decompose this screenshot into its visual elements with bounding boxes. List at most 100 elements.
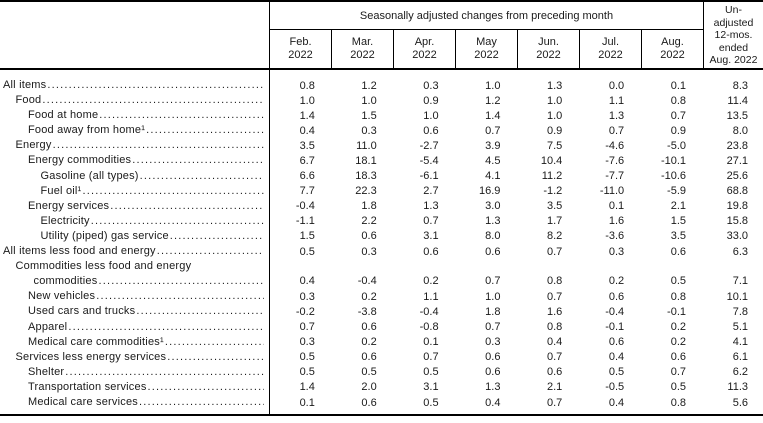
row-label-line: Fuel oil¹ [0,184,264,199]
value-cell: 0.9 [547,124,563,137]
table-row: Fuel oil¹ 7.7 22.3 2.7 16.9 -1.2 -11.0 -5.9 68.8 [0,184,763,199]
month-year: 2022 [288,49,313,61]
value-cell: 1.7 [547,215,563,228]
value-cell-12mos: 4.1 [732,336,749,349]
value-cell: -1.2 [543,185,563,198]
value-cell: 1.8 [485,305,501,318]
value-cell: 0.3 [361,124,377,137]
value-cell: -0.1 [605,321,625,334]
value-cell: 1.8 [361,200,377,213]
column-header-apr-2022: Apr. 2022 [393,30,455,68]
value-cell: 0.7 [608,124,625,137]
value-cell: 2.1 [670,200,687,213]
value-cell: -0.1 [667,305,687,318]
value-cell: 1.4 [485,109,501,122]
value-cell-12mos: 7.1 [732,275,749,288]
value-cell: 4.5 [485,155,501,168]
row-label: Utility (piped) gas service [40,229,169,242]
value-cell: 0.2 [423,275,439,288]
value-cell: 0.8 [299,79,315,92]
row-label: Medical care commodities¹ [28,335,164,348]
row-label: commodities [33,275,98,288]
value-cell: 1.0 [361,94,377,107]
value-cell: 0.7 [547,396,563,409]
column-header-unadjusted-12mos: Un- adjusted 12-mos. ended Aug. 2022 [703,2,763,68]
value-cell: 0.3 [485,336,501,349]
row-stub: Shelter [0,365,270,380]
value-cell: -0.5 [605,381,625,394]
value-cell: 0.6 [670,351,687,364]
value-cell: 0.4 [608,396,625,409]
value-cell-12mos: 8.3 [732,79,749,92]
column-header-feb-2022: Feb. 2022 [270,30,331,68]
row-label: Apparel [28,320,68,333]
table-row: Electricity -1.1 2.2 0.7 1.3 1.7 1.6 1.5 15.8 [0,214,763,229]
row-label-line: Utility (piped) gas service [0,229,264,244]
row-label-line: Medical care services [0,395,264,410]
row-label: Electricity [40,214,90,227]
row-label-line: Shelter [0,365,264,380]
row-stub: Medical care commodities¹ [0,335,270,350]
value-cell: -7.6 [605,155,625,168]
value-cell: 1.4 [299,381,315,394]
column-header-jul-2022: Jul. 2022 [579,30,641,68]
table-row: Apparel 0.7 0.6 -0.8 0.7 0.8 -0.1 0.2 5.1 [0,320,763,335]
value-cell: -5.0 [667,139,687,152]
row-label: Shelter [28,365,65,378]
row-label: Fuel oil¹ [40,184,82,197]
value-cell: 1.5 [299,230,315,243]
month-name: Jun. [538,36,559,48]
value-cell-12mos: 11.3 [727,381,749,394]
column-header-mar-2022: Mar. 2022 [331,30,393,68]
leader-dots [82,184,264,199]
value-cell: -0.8 [419,321,439,334]
column-header-aug-2022: Aug. 2022 [641,30,703,68]
value-cell: -10.6 [660,170,687,183]
value-cell: 0.6 [485,245,501,258]
value-cell: 1.0 [299,94,315,107]
month-year: 2022 [350,49,375,61]
value-cell: 0.6 [361,351,377,364]
table-row: Food away from home¹ 0.4 0.3 0.6 0.7 0.9 0.7 0.… [0,123,763,138]
value-cell: 22.3 [355,185,377,198]
value-cell: 1.6 [608,215,625,228]
value-cell: 0.4 [547,336,563,349]
value-cell: 16.9 [479,185,501,198]
row-stub: Energy commodities [0,153,270,168]
value-cell-12mos: 8.0 [732,124,749,137]
row-label-line: New vehicles [0,289,264,304]
value-cell: 1.3 [547,79,563,92]
month-year: 2022 [474,49,499,61]
value-cell: 0.8 [670,290,687,303]
value-cell: 0.7 [547,351,563,364]
value-cell: 1.3 [485,215,501,228]
value-cell: -0.2 [295,305,315,318]
leader-dots [68,320,264,335]
value-cell: -0.4 [357,275,377,288]
value-cell: 0.6 [608,290,625,303]
value-cell: -3.8 [357,305,377,318]
value-cell: 1.0 [423,109,439,122]
value-cell: 0.1 [299,396,315,409]
month-year: 2022 [660,49,685,61]
table-row: All items less food and energy 0.5 0.3 0.6 0… [0,244,763,259]
leader-dots [98,274,264,289]
row-label-line: Commodities less food and energy [0,259,264,274]
value-cell: 1.4 [299,109,315,122]
value-cell: 8.0 [485,230,501,243]
row-label: Energy commodities [28,154,132,167]
value-cell: -0.4 [605,305,625,318]
month-year: 2022 [412,49,437,61]
leader-dots [140,169,264,184]
value-cell: 1.6 [547,305,563,318]
row-stub: Commodities less food and energy commodit… [0,259,270,289]
value-cell: 1.3 [485,381,501,394]
value-cell: 3.5 [670,230,687,243]
leader-dots [136,304,264,319]
row-label: Services less energy services [15,350,167,363]
row-label-line: All items [0,78,264,93]
value-cell: 0.5 [608,366,625,379]
row-label: Transportation services [28,380,147,393]
value-cell-12mos: 10.1 [726,290,749,303]
value-cell: 0.6 [361,230,377,243]
